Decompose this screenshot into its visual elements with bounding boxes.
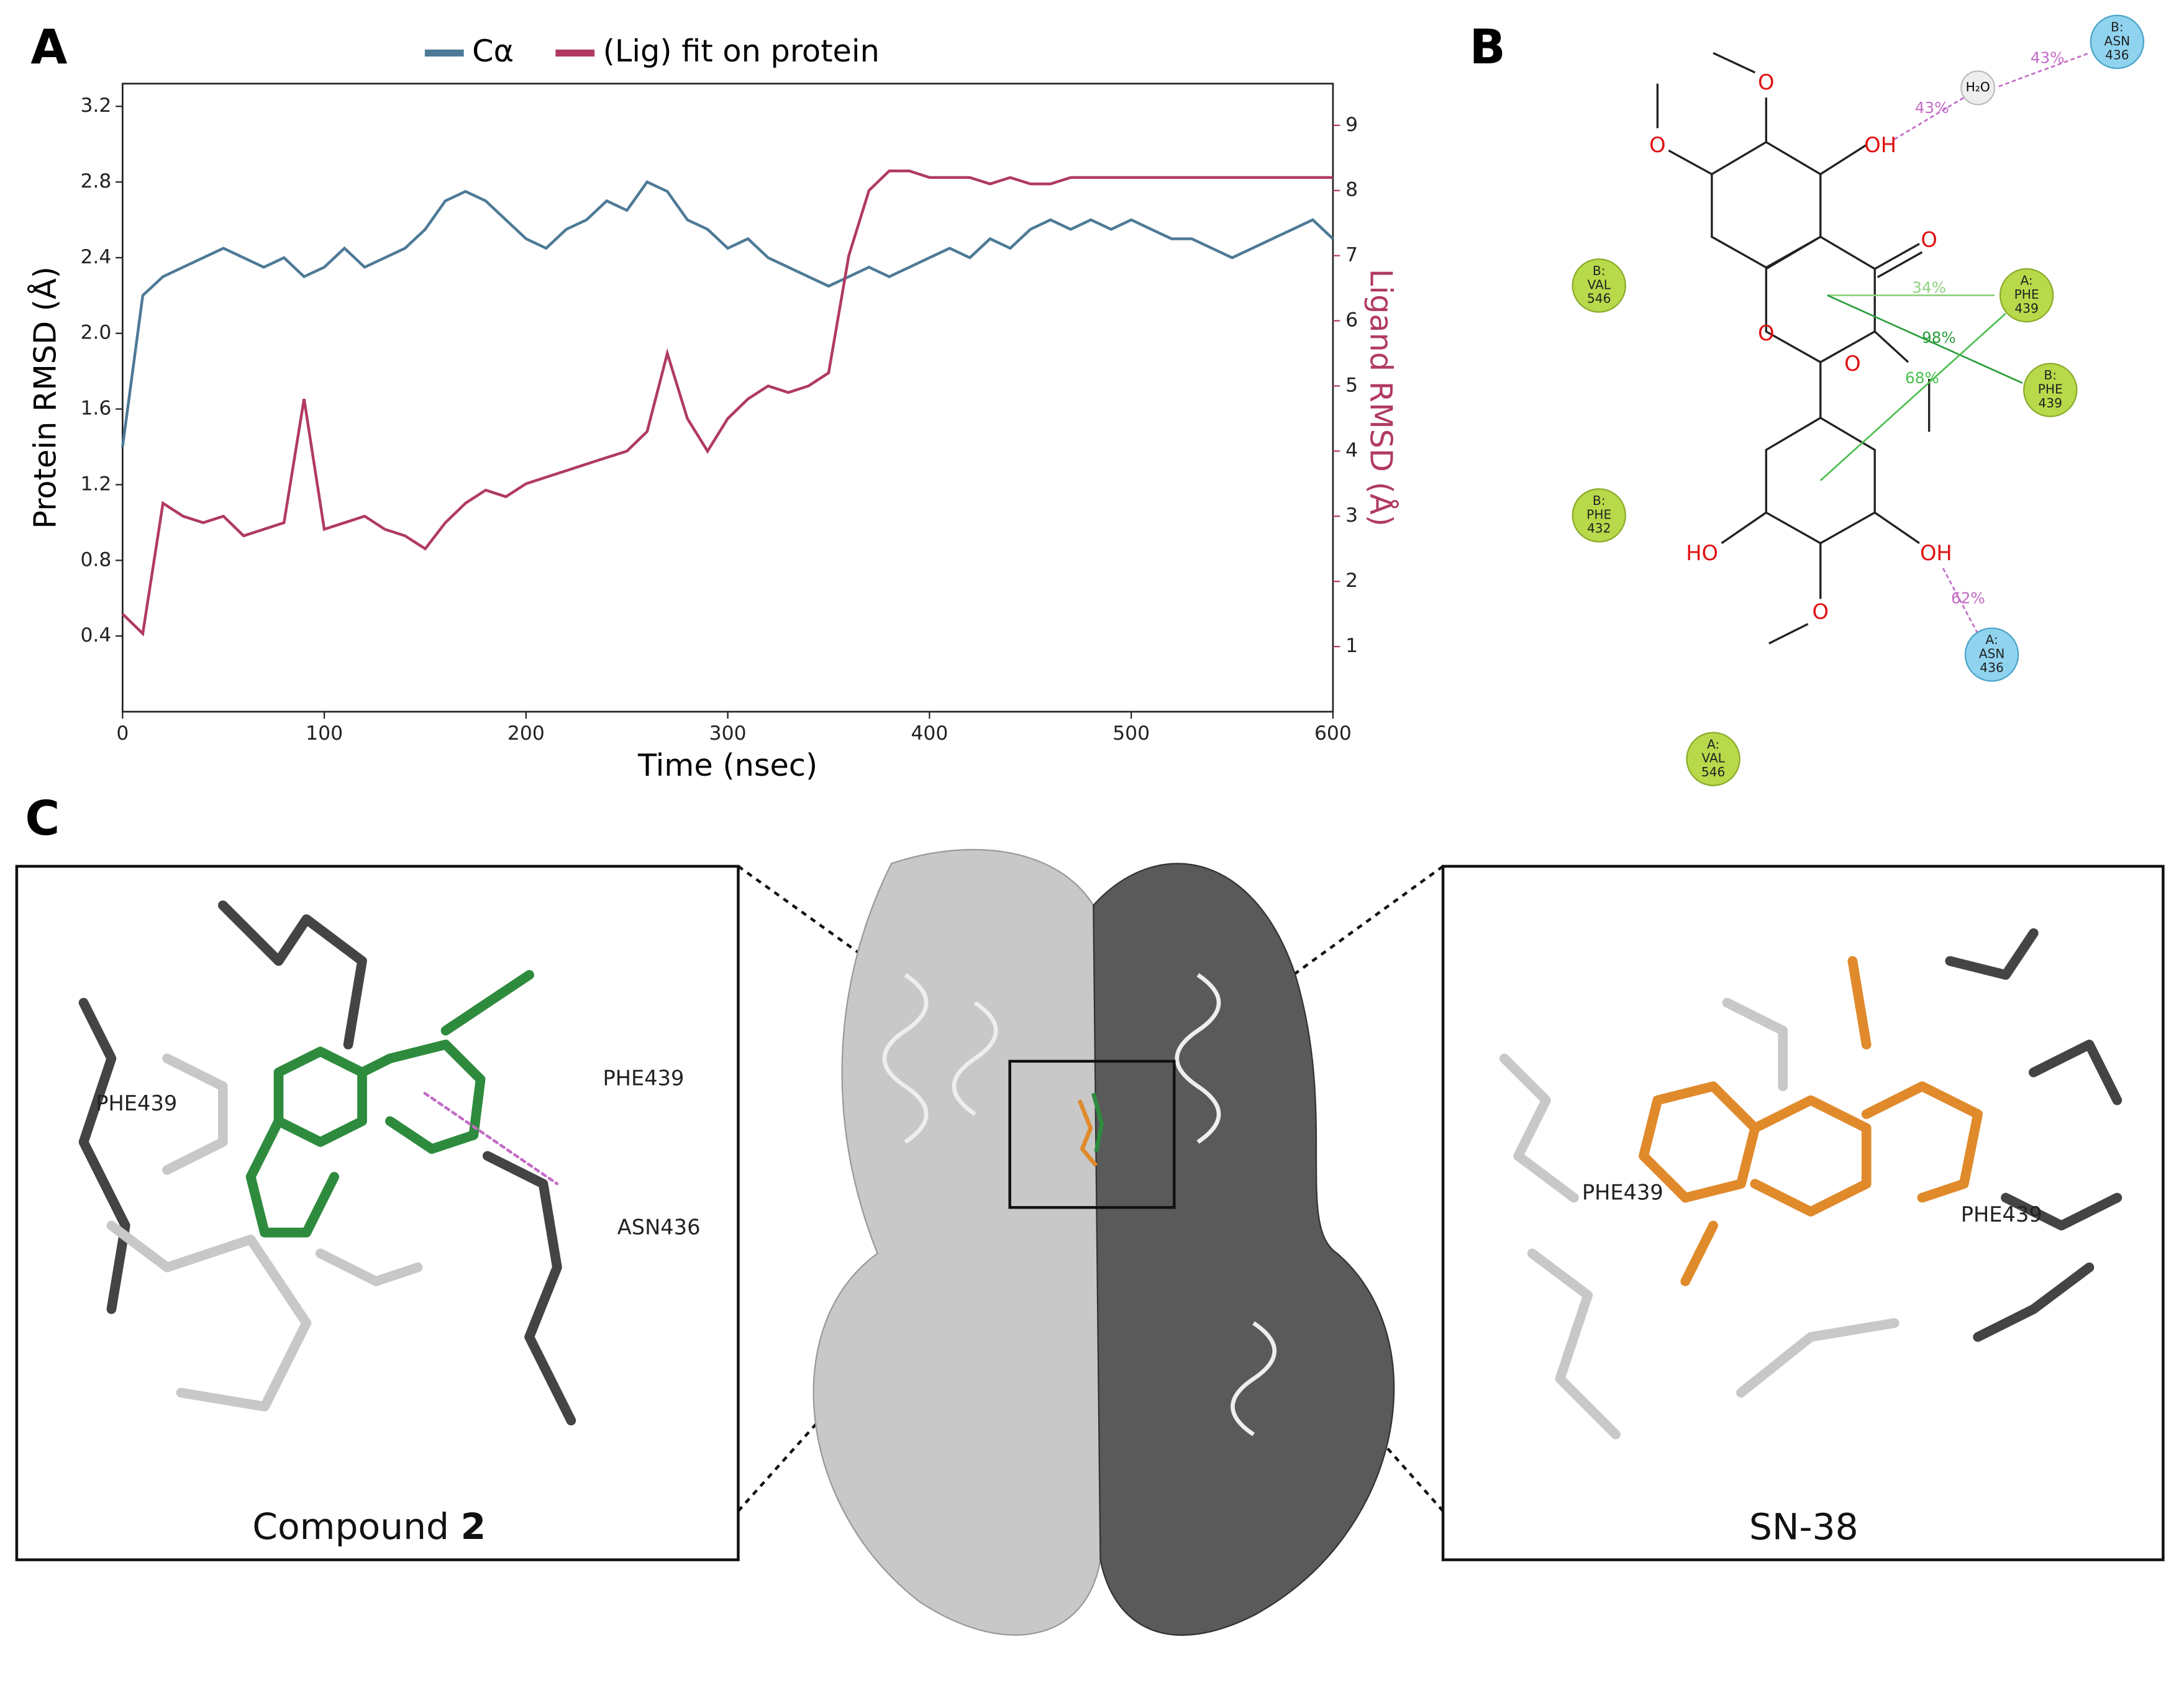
residue-name: PHE [2014, 287, 2039, 302]
right-frame [1441, 864, 2165, 1561]
residue-number: 436 [1980, 660, 2004, 675]
residue-number: 546 [1701, 765, 1726, 779]
atom: OH [1864, 133, 1896, 157]
residue-label: PHE439 [603, 1066, 684, 1090]
water-label: H₂O [1966, 79, 1990, 94]
residue-node [2023, 363, 2078, 417]
residue-name: VAL [1701, 751, 1725, 766]
y2-tick-label: 3 [1345, 504, 1358, 527]
x-tick-label: 0 [116, 722, 129, 745]
residue-number: 439 [2038, 396, 2062, 411]
y-tick-label: 1.2 [80, 473, 111, 495]
y2-tick-label: 4 [1345, 439, 1358, 461]
rmsd-chart: 0 100 200 300 400 500 600 0.4 0.8 1.2 1.6 2.0 2.4 2.8… [27, 33, 1399, 783]
water [1960, 70, 1996, 106]
residue-name: PHE [2038, 381, 2063, 396]
x-tick-label: 600 [1314, 722, 1352, 745]
left-sticks [78, 900, 576, 1426]
y2-tick-label: 2 [1345, 569, 1358, 592]
y2-tick-label: 6 [1345, 309, 1358, 332]
residue-name: ASN [1979, 647, 2005, 661]
y-tick-label: 0.8 [80, 548, 111, 571]
left-caption: Compound 2 [252, 1505, 486, 1548]
percentage: 43% [1915, 99, 1949, 117]
x-tick-label: 300 [709, 722, 747, 745]
residue-node [1572, 258, 1626, 313]
residue-number: 432 [1587, 521, 1611, 536]
residue-node [1572, 488, 1626, 543]
residue-name: VAL [1587, 277, 1611, 292]
residue-node [2090, 14, 2145, 70]
y-tick-label: 2.8 [80, 170, 111, 193]
percentage: 98% [1922, 329, 1956, 347]
residue-label: PHE439 [1961, 1202, 2042, 1227]
atom: O [1649, 133, 1665, 157]
residue-chain: A: [1985, 632, 1998, 647]
y2-tick-label: 5 [1345, 374, 1358, 396]
y2-axis-label: Ligand RMSD (Å) [1363, 269, 1399, 527]
ligand-structure [1656, 52, 1931, 645]
residue-node [1999, 268, 2054, 323]
y-tick-label: 1.6 [80, 397, 111, 420]
residue-chain: B: [2044, 368, 2057, 383]
percentage: 34% [1912, 278, 1946, 296]
atom: OH [1920, 541, 1952, 565]
caption-text: Compound [252, 1505, 460, 1548]
percentage: 43% [2031, 48, 2065, 66]
y2-tick-label: 9 [1345, 114, 1358, 136]
atom: O [1921, 228, 1937, 252]
x-axis-label: Time (nsec) [637, 747, 817, 783]
residue-number: 436 [2105, 47, 2129, 62]
residue-nodes: B:ASN436B:VAL546A:PHE439B:PHE439B:PHE432… [1572, 14, 2145, 786]
caption-number: 2 [461, 1505, 486, 1548]
residue-number: 546 [1587, 291, 1611, 306]
residue-chain: A: [1707, 737, 1719, 751]
interaction-lines [1819, 52, 2090, 635]
atom: O [1844, 352, 1860, 376]
residue-number: 439 [2014, 301, 2039, 315]
percentage: 68% [1905, 369, 1939, 387]
atom: O [1813, 599, 1829, 624]
y-axis-label: Protein RMSD (Å) [27, 266, 63, 529]
residue-label: ASN436 [617, 1215, 701, 1239]
y-tick-label: 0.4 [80, 624, 111, 647]
right-sticks [1499, 928, 2123, 1440]
legend-label: Cα [472, 33, 514, 69]
left-frame [15, 864, 740, 1561]
residue-node [1686, 732, 1740, 786]
y-tick-label: 2.0 [80, 322, 111, 344]
atom: O [1758, 321, 1774, 345]
residue-chain: B: [1593, 493, 1606, 508]
residue-chain: B: [2111, 19, 2124, 34]
panel-letter: B [1470, 19, 1506, 75]
panel-letter: C [25, 791, 60, 846]
y-tick-label: 3.2 [80, 94, 111, 117]
atom: O [1758, 70, 1774, 94]
residue-chain: A: [2020, 273, 2032, 288]
y2-tick-label: 8 [1345, 179, 1358, 201]
residue-node [1964, 627, 2019, 682]
percentage: 62% [1951, 589, 1985, 607]
x-tick-label: 400 [911, 722, 948, 745]
residue-label: PHE439 [1582, 1180, 1663, 1204]
legend-label: (Lig) fit on protein [603, 33, 880, 69]
residue-chain: B: [1593, 263, 1606, 278]
residue-name: PHE [1586, 507, 1611, 522]
residue-label: PHE439 [96, 1091, 177, 1115]
protein-cartoon [812, 848, 1395, 1636]
y-tick-label: 2.4 [80, 246, 111, 268]
y2-tick-label: 7 [1345, 244, 1358, 266]
series-line [121, 170, 1333, 637]
residue-name: ASN [2104, 34, 2131, 48]
series-line [121, 180, 1334, 447]
y2-tick-label: 1 [1345, 635, 1358, 657]
x-tick-label: 200 [507, 722, 545, 745]
x-tick-label: 100 [306, 722, 343, 745]
right-caption: SN-38 [1749, 1505, 1859, 1548]
atom: HO [1686, 541, 1718, 565]
left-labels: PHE439 PHE439 ASN436 PHE439 PHE439 [96, 1066, 2042, 1239]
x-tick-label: 500 [1112, 722, 1150, 745]
panel-letter: A [30, 19, 67, 75]
